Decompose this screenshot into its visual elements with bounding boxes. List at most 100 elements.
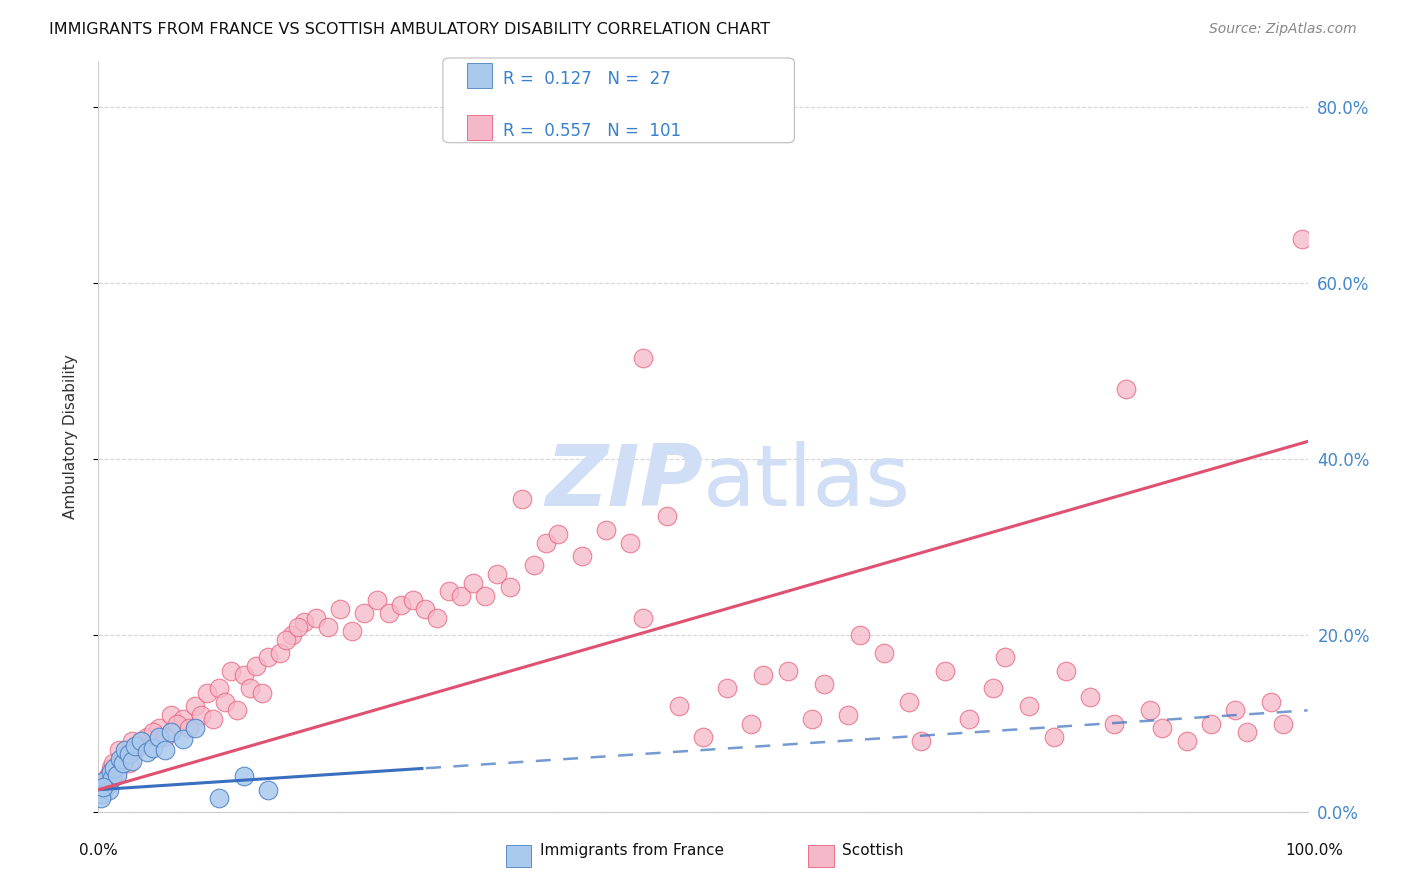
Point: [153, 730, 176, 744]
Point: [1054, 664, 1077, 678]
Point: [631, 611, 654, 625]
Point: [256, 650, 278, 665]
Point: [523, 558, 546, 572]
Point: [184, 698, 207, 713]
Point: [184, 721, 207, 735]
Point: [91, 787, 114, 801]
Point: [740, 716, 762, 731]
Point: [305, 611, 328, 625]
Text: R =  0.557   N =  101: R = 0.557 N = 101: [503, 122, 682, 140]
Point: [100, 761, 122, 775]
Point: [101, 756, 124, 771]
Point: [595, 523, 617, 537]
Text: IMMIGRANTS FROM FRANCE VS SCOTTISH AMBULATORY DISABILITY CORRELATION CHART: IMMIGRANTS FROM FRANCE VS SCOTTISH AMBUL…: [49, 22, 770, 37]
Point: [98, 769, 121, 783]
Point: [813, 677, 835, 691]
Point: [269, 646, 291, 660]
Point: [98, 782, 121, 797]
Point: [1018, 698, 1040, 713]
Point: [274, 632, 297, 647]
Point: [97, 769, 120, 783]
Point: [402, 593, 425, 607]
Point: [232, 769, 254, 783]
Point: [981, 681, 1004, 696]
Point: [135, 730, 157, 744]
Point: [281, 628, 304, 642]
Point: [160, 707, 183, 722]
Point: [179, 721, 201, 735]
Text: Source: ZipAtlas.com: Source: ZipAtlas.com: [1209, 22, 1357, 37]
Point: [111, 752, 134, 766]
Point: [221, 664, 243, 678]
Point: [250, 686, 273, 700]
Point: [547, 527, 569, 541]
Point: [655, 509, 678, 524]
Point: [897, 694, 920, 708]
Point: [329, 602, 352, 616]
Point: [1175, 734, 1198, 748]
Point: [1260, 694, 1282, 708]
Point: [342, 624, 364, 638]
Point: [148, 730, 170, 744]
Point: [474, 589, 496, 603]
Point: [108, 752, 131, 766]
Point: [837, 707, 859, 722]
Point: [437, 584, 460, 599]
Point: [90, 791, 112, 805]
Point: [316, 619, 339, 633]
Point: [124, 739, 146, 753]
Text: 100.0%: 100.0%: [1285, 843, 1344, 858]
Point: [195, 686, 218, 700]
Point: [1139, 703, 1161, 717]
Point: [1152, 721, 1174, 735]
Point: [849, 628, 872, 642]
Point: [934, 664, 956, 678]
Point: [957, 712, 980, 726]
Point: [103, 761, 125, 775]
Point: [873, 646, 896, 660]
Text: ZIP: ZIP: [546, 441, 703, 524]
Y-axis label: Ambulatory Disability: Ambulatory Disability: [63, 355, 77, 519]
Point: [256, 782, 278, 797]
Point: [118, 756, 141, 771]
Point: [910, 734, 932, 748]
Point: [366, 593, 388, 607]
Point: [93, 778, 115, 792]
Point: [1272, 716, 1295, 731]
Point: [463, 575, 485, 590]
Point: [619, 536, 641, 550]
Point: [486, 566, 509, 581]
Point: [127, 739, 149, 753]
Point: [692, 730, 714, 744]
Point: [776, 664, 799, 678]
Point: [172, 732, 194, 747]
Point: [121, 734, 143, 748]
Point: [668, 698, 690, 713]
Point: [389, 598, 412, 612]
Point: [353, 607, 375, 621]
Point: [1115, 382, 1137, 396]
Point: [1042, 730, 1064, 744]
Text: Immigrants from France: Immigrants from France: [540, 844, 724, 858]
Text: 0.0%: 0.0%: [79, 843, 118, 858]
Text: atlas: atlas: [703, 441, 911, 524]
Point: [716, 681, 738, 696]
Point: [208, 681, 231, 696]
Point: [135, 745, 157, 759]
Text: Scottish: Scottish: [842, 844, 904, 858]
Point: [114, 743, 136, 757]
Point: [105, 767, 128, 781]
Point: [287, 619, 309, 633]
Point: [93, 773, 115, 788]
Point: [1199, 716, 1222, 731]
Point: [631, 351, 654, 365]
Point: [1223, 703, 1246, 717]
Point: [108, 743, 131, 757]
Point: [1078, 690, 1101, 705]
Point: [1291, 232, 1313, 246]
Point: [111, 756, 134, 771]
Point: [413, 602, 436, 616]
Point: [1102, 716, 1125, 731]
Point: [450, 589, 472, 603]
Point: [121, 754, 143, 768]
